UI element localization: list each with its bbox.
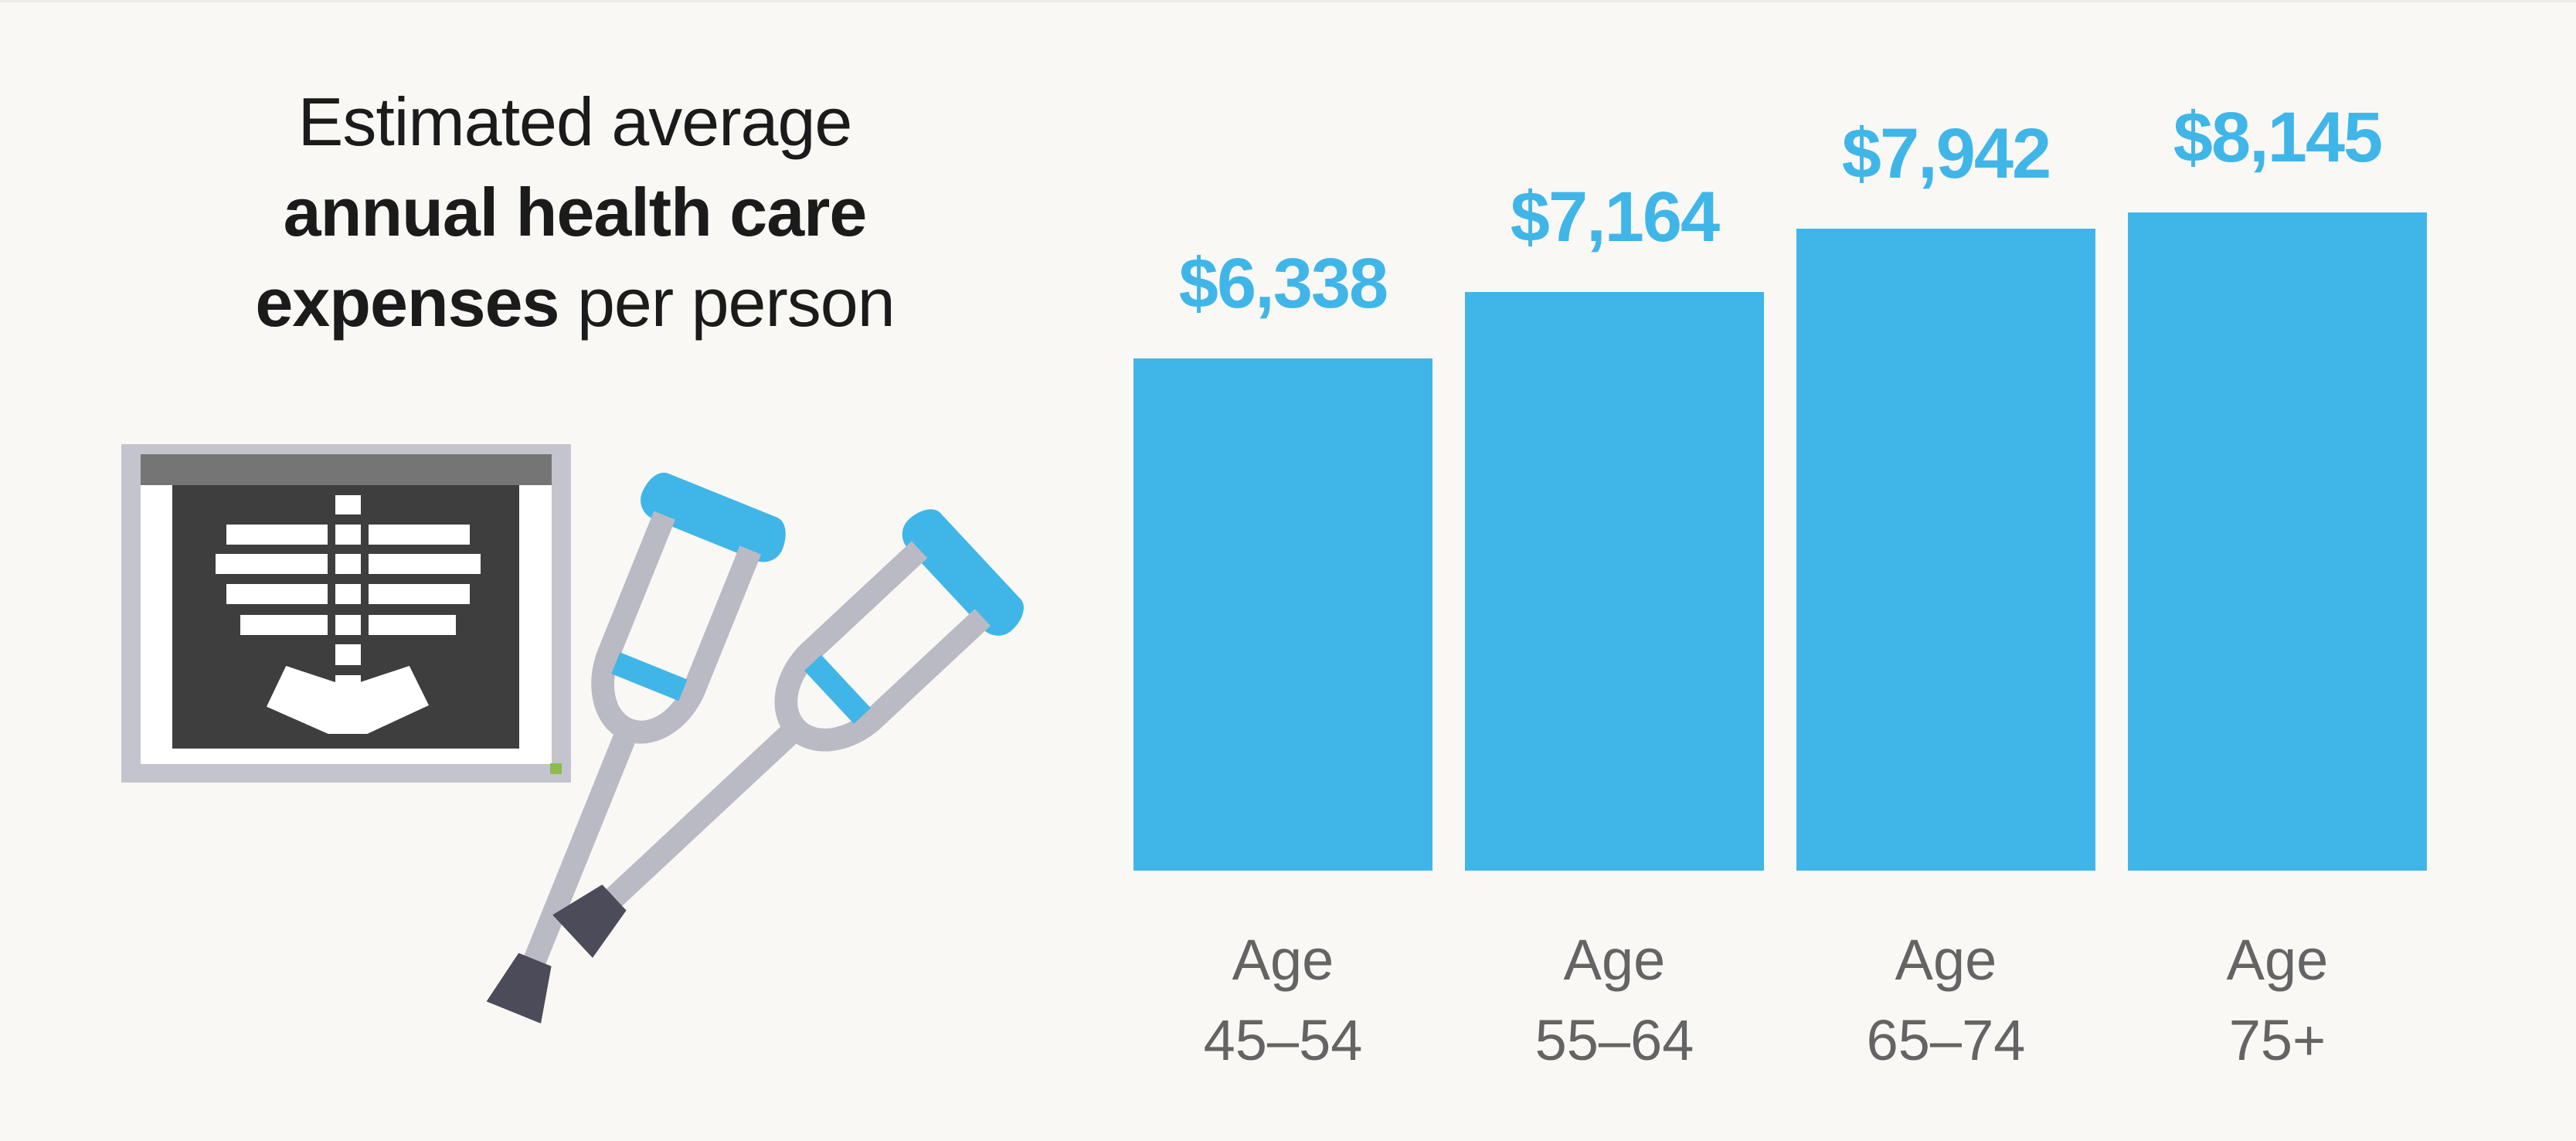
spine-segment xyxy=(335,495,361,514)
bar-category-label: Age 65–74 xyxy=(1866,928,2026,1072)
bar-category-label: Age 75+ xyxy=(2226,928,2329,1072)
rib-bone xyxy=(240,615,328,635)
rib-bone xyxy=(369,525,470,545)
bar xyxy=(1133,358,1432,871)
spine-segment xyxy=(335,584,361,604)
bar-column: $8,145 Age 75+ xyxy=(2128,2,2427,1072)
bar-value-label: $7,942 xyxy=(1841,114,2051,193)
bar-column: $7,942 Age 65–74 xyxy=(1796,2,2095,1072)
rib-bone xyxy=(369,554,481,574)
title-line-1: Estimated average xyxy=(297,83,853,160)
bar-category-label: Age 55–64 xyxy=(1534,928,1694,1072)
title-line-3: expenses per person xyxy=(255,264,895,341)
bar-column: $7,164 Age 55–64 xyxy=(1465,2,1764,1072)
xray-film xyxy=(172,485,519,749)
spine-segment xyxy=(335,615,361,635)
rib-bone xyxy=(226,525,328,545)
rib-bone xyxy=(369,584,470,604)
spine-segment xyxy=(335,554,361,574)
green-accent-dot xyxy=(550,763,562,774)
rib-bone xyxy=(369,615,456,635)
bar-column: $6,338 Age 45–54 xyxy=(1133,2,1432,1072)
bar-category-label: Age 45–54 xyxy=(1203,928,1363,1072)
bar-value-label: $6,338 xyxy=(1178,244,1388,323)
rib-bone xyxy=(216,554,328,574)
spine-segment xyxy=(335,525,361,545)
bar xyxy=(2128,212,2427,871)
title-line-2: annual health care xyxy=(283,174,868,250)
bar xyxy=(1796,229,2095,871)
rib-bone xyxy=(226,584,328,604)
bar xyxy=(1465,292,1764,871)
spine-segment xyxy=(335,644,361,665)
xray-clip-bar xyxy=(141,454,552,485)
xray-lightbox-icon xyxy=(121,444,571,783)
bar-value-label: $8,145 xyxy=(2173,98,2383,177)
crutch-rubber-tip xyxy=(487,949,562,1024)
chart-title: Estimated average annual health care exp… xyxy=(142,76,1008,348)
bar-chart: $6,338 Age 45–54 $7,164 Age 55–64 $7,942 Age 65–… xyxy=(1133,2,2427,1072)
xray-mat xyxy=(141,454,552,764)
bar-value-label: $7,164 xyxy=(1510,178,1720,256)
